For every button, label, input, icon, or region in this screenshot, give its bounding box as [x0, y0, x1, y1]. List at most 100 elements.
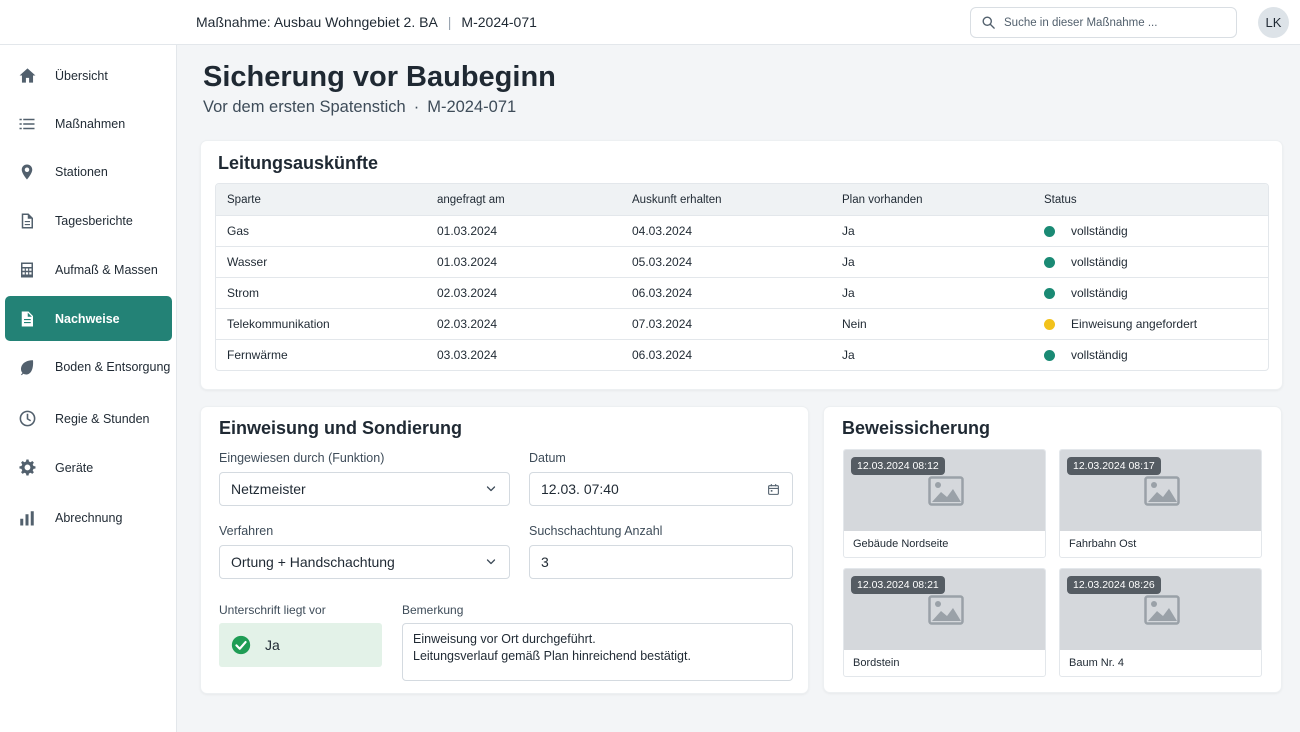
signature-checkbox[interactable]: Ja: [219, 623, 382, 667]
instructed-select[interactable]: Netzmeister: [219, 472, 510, 506]
chevron-down-icon: [486, 486, 496, 492]
calendar-icon[interactable]: [767, 483, 780, 496]
utilities-table: Sparte angefragt am Auskunft erhalten Pl…: [215, 183, 1269, 371]
subtitle-id: M-2024-071: [427, 98, 517, 116]
sidebar-item-label: Regie & Stunden: [55, 411, 150, 426]
cell-erhalten: 07.03.2024: [632, 317, 693, 331]
method-select[interactable]: Ortung + Handschachtung: [219, 545, 510, 579]
cell-erhalten: 04.03.2024: [632, 224, 693, 238]
sidebar-item-label: Nachweise: [55, 311, 120, 326]
home-icon: [17, 66, 37, 86]
cell-plan: Ja: [842, 348, 855, 362]
map-pin-icon: [17, 162, 37, 182]
sidebar-item-stationen[interactable]: Stationen: [5, 149, 172, 194]
sidebar: Übersicht Maßnahmen Stationen Tagesberic…: [0, 45, 177, 732]
sidebar-item-geraete[interactable]: Geräte: [5, 445, 172, 490]
search-icon: [982, 16, 995, 29]
cell-angefragt: 02.03.2024: [437, 286, 498, 300]
cell-plan: Nein: [842, 317, 867, 331]
image-icon: [927, 594, 964, 625]
status-text: Einweisung angefordert: [1071, 317, 1198, 331]
status-dot: [1044, 225, 1055, 237]
image-icon: [927, 475, 964, 506]
remark-textarea[interactable]: Einweisung vor Ort durchgeführt. Leitung…: [402, 623, 793, 681]
cell-plan: Ja: [842, 255, 855, 269]
page-title: Sicherung vor Baubeginn: [203, 61, 556, 93]
cell-angefragt: 01.03.2024: [437, 224, 498, 238]
table-row[interactable]: Strom 02.03.2024 06.03.2024 Ja vollständ…: [216, 277, 1268, 308]
photo-timestamp: 12.03.2024 08:12: [851, 457, 945, 475]
sidebar-item-label: Übersicht: [55, 68, 108, 83]
briefing-title: Einweisung und Sondierung: [219, 418, 462, 438]
page-subtitle: Vor dem ersten Spatenstich · M-2024-071: [203, 98, 516, 117]
leaf-icon: [17, 357, 37, 377]
breadcrumb-separator: |: [447, 14, 452, 30]
count-value: 3: [541, 554, 549, 570]
calculator-icon: [17, 260, 37, 280]
date-value: 12.03. 07:40: [541, 481, 619, 497]
sidebar-item-uebersicht[interactable]: Übersicht: [5, 53, 172, 98]
column-header: Plan vorhanden: [842, 193, 923, 206]
sidebar-item-aufmass[interactable]: Aufmaß & Massen: [5, 247, 172, 292]
avatar[interactable]: LK: [1258, 7, 1289, 38]
sidebar-item-regie[interactable]: Regie & Stunden: [5, 396, 172, 441]
check-circle-icon: [231, 635, 251, 655]
document-icon: [17, 211, 37, 231]
sidebar-item-boden[interactable]: Boden & Entsorgung: [5, 344, 172, 389]
utilities-card: Leitungsauskünfte Sparte angefragt am Au…: [200, 140, 1283, 390]
photo-caption: Fahrbahn Ost: [1069, 538, 1137, 550]
signature-value: Ja: [265, 637, 280, 653]
photo-timestamp: 12.03.2024 08:17: [1067, 457, 1161, 475]
image-icon: [1143, 475, 1180, 506]
method-label: Verfahren: [219, 524, 274, 538]
subtitle-text: Vor dem ersten Spatenstich: [203, 98, 406, 116]
cell-sparte: Wasser: [227, 255, 268, 269]
status-dot: [1044, 349, 1055, 361]
table-row[interactable]: Telekommunikation 02.03.2024 07.03.2024 …: [216, 308, 1268, 339]
table-row[interactable]: Wasser 01.03.2024 05.03.2024 Ja vollstän…: [216, 246, 1268, 277]
sidebar-item-label: Maßnahmen: [55, 116, 126, 131]
search-input[interactable]: [1004, 16, 1224, 29]
cell-status: vollständig: [1033, 348, 1268, 362]
date-input[interactable]: 12.03. 07:40: [529, 472, 793, 506]
table-header: Sparte angefragt am Auskunft erhalten Pl…: [216, 184, 1268, 215]
sidebar-item-tagesberichte[interactable]: Tagesberichte: [5, 198, 172, 243]
count-label: Suchschachtung Anzahl: [529, 524, 663, 538]
photo-caption: Bordstein: [853, 657, 900, 669]
column-header: Auskunft erhalten: [632, 193, 722, 206]
search-box[interactable]: [970, 7, 1237, 38]
sidebar-item-abrechnung[interactable]: Abrechnung: [5, 495, 172, 540]
sidebar-item-nachweise[interactable]: Nachweise: [5, 296, 172, 341]
column-header: Sparte: [227, 193, 261, 206]
cell-plan: Ja: [842, 224, 855, 238]
sidebar-item-label: Stationen: [55, 164, 108, 179]
photo-tile[interactable]: 12.03.2024 08:21 Bordstein: [843, 568, 1046, 677]
sidebar-item-label: Abrechnung: [55, 510, 123, 525]
cell-sparte: Telekommunikation: [227, 317, 330, 331]
instructed-label: Eingewiesen durch (Funktion): [219, 451, 385, 465]
status-dot: [1044, 256, 1055, 268]
remark-line: Einweisung vor Ort durchgeführt.: [413, 632, 596, 646]
photo-caption: Baum Nr. 4: [1069, 657, 1125, 669]
table-row[interactable]: Fernwärme 03.03.2024 06.03.2024 Ja volls…: [216, 339, 1268, 370]
clock-icon: [17, 409, 37, 429]
cell-plan: Ja: [842, 286, 855, 300]
cell-erhalten: 06.03.2024: [632, 348, 693, 362]
remark-line: Leitungsverlauf gemäß Plan hinreichend b…: [413, 649, 691, 663]
count-input[interactable]: 3: [529, 545, 793, 579]
column-header: angefragt am: [437, 193, 505, 206]
measure-id: M-2024-071: [461, 14, 537, 30]
status-dot: [1044, 287, 1055, 299]
date-label: Datum: [529, 451, 566, 465]
table-row[interactable]: Gas 01.03.2024 04.03.2024 Ja vollständig: [216, 215, 1268, 246]
method-value: Ortung + Handschachtung: [231, 554, 395, 570]
photo-tile[interactable]: 12.03.2024 08:26 Baum Nr. 4: [1059, 568, 1262, 677]
status-text: vollständig: [1071, 255, 1128, 269]
sidebar-item-massnahmen[interactable]: Maßnahmen: [5, 101, 172, 146]
sidebar-item-label: Tagesberichte: [55, 213, 133, 228]
status-text: vollständig: [1071, 224, 1128, 238]
photo-tile[interactable]: 12.03.2024 08:17 Fahrbahn Ost: [1059, 449, 1262, 558]
cell-status: vollständig: [1033, 286, 1268, 300]
photo-tile[interactable]: 12.03.2024 08:12 Gebäude Nordseite: [843, 449, 1046, 558]
cell-sparte: Strom: [227, 286, 260, 300]
